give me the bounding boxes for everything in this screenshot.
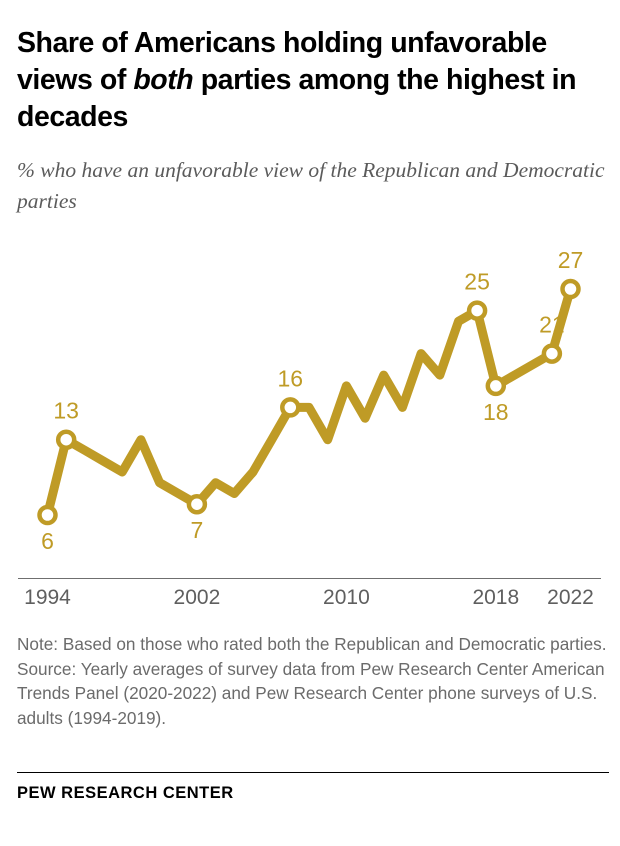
- footer-divider: [17, 772, 609, 773]
- x-axis-tick-2010: 2010: [323, 586, 370, 609]
- title-text-part2: parties among the highest in decades: [17, 64, 577, 133]
- x-axis-line: [18, 578, 601, 579]
- title-text-part1: Share of Americans holding unfavorable v…: [17, 27, 547, 96]
- data-point-markers: [37, 278, 581, 526]
- data-point-labels: 6 13 7 16 25 18 21 27: [41, 247, 583, 554]
- data-point-marker: [485, 375, 507, 397]
- x-axis-tick-1994: 1994: [24, 586, 71, 609]
- brand-logo: PEW RESEARCH CENTER: [17, 784, 234, 802]
- data-point-label: 13: [53, 398, 79, 424]
- data-point-marker: [55, 429, 77, 450]
- data-point-marker: [541, 343, 563, 364]
- data-point-marker: [466, 300, 488, 321]
- x-axis-tick-2002: 2002: [173, 586, 221, 609]
- chart-svg: 6 13 7 16 25 18 21 27: [37, 247, 583, 554]
- data-point-marker: [37, 504, 58, 526]
- note-text: Note: Based on those who rated both the …: [17, 634, 607, 654]
- x-axis-tick-2018: 2018: [472, 586, 520, 609]
- page-title: Share of Americans holding unfavorable v…: [17, 25, 609, 136]
- data-point-label: 27: [558, 247, 584, 273]
- data-point-marker: [186, 493, 208, 515]
- data-point-label: 21: [539, 312, 565, 338]
- chart-subtitle: % who have an unfavorable view of the Re…: [17, 158, 605, 213]
- chart-footnotes: Note: Based on those who rated both the …: [17, 632, 611, 730]
- data-point-label: 6: [41, 528, 54, 554]
- data-line-series: [43, 284, 575, 520]
- x-axis-tick-2022: 2022: [547, 586, 594, 609]
- data-point-label: 25: [464, 269, 490, 295]
- x-axis-tick-labels: 1994 2002 2010 2018 2022: [0, 586, 620, 616]
- data-point-marker: [560, 278, 581, 300]
- line-chart: 6 13 7 16 25 18 21 27: [0, 238, 620, 588]
- source-text: Source: Yearly averages of survey data f…: [17, 658, 605, 728]
- title-emphasis: both: [133, 64, 194, 96]
- data-point-marker: [280, 397, 301, 418]
- data-point-label: 18: [483, 399, 509, 425]
- data-point-label: 16: [278, 365, 304, 391]
- data-point-label: 7: [191, 517, 204, 543]
